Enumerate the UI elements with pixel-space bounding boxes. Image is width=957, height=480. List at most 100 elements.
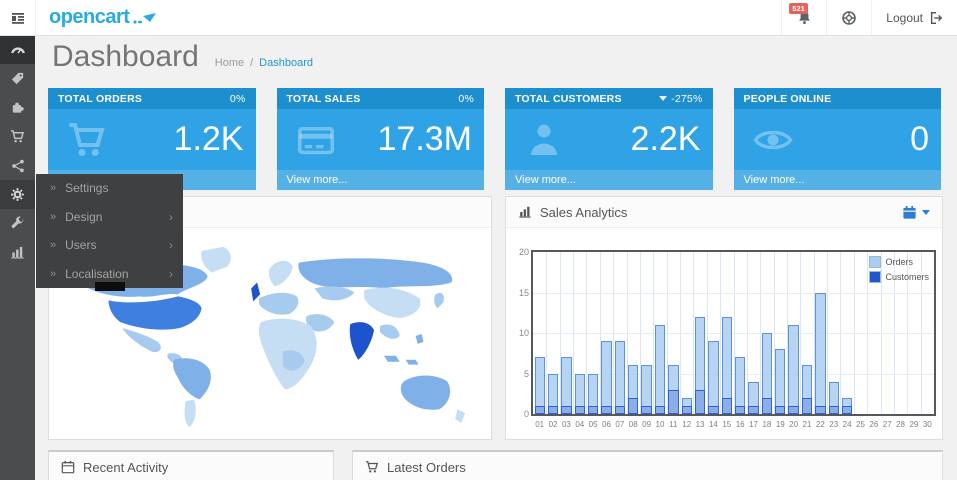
card-header: TOTAL CUSTOMERS -275% — [505, 88, 713, 109]
sign-out-icon — [930, 11, 943, 24]
opencart-logo[interactable]: opencart — [49, 0, 157, 35]
card-delta: 0% — [458, 92, 474, 105]
card-title: TOTAL SALES — [286, 92, 361, 105]
sidebar-item-extensions[interactable] — [0, 93, 35, 122]
menu-item-label: Localisation — [65, 266, 129, 281]
legend-swatch-orders — [869, 256, 882, 268]
card-value: 0 — [910, 120, 929, 158]
latest-orders-header: Latest Orders — [353, 452, 942, 480]
submenu-artifact — [95, 282, 125, 291]
card-value: 2.2K — [630, 120, 701, 158]
card-people-online: PEOPLE ONLINE 0 View more... — [733, 88, 941, 190]
sidebar-item-tools[interactable] — [0, 209, 35, 238]
sidebar-item-system[interactable] — [0, 180, 35, 209]
page-header: Dashboard Home / Dashboard — [52, 40, 313, 74]
card-body: 2.2K — [505, 109, 713, 170]
sidebar-item-reports[interactable] — [0, 238, 35, 267]
menu-item-design[interactable]: » Design › — [36, 203, 183, 232]
menu-item-localisation[interactable]: » Localisation › — [36, 260, 183, 289]
life-ring-icon — [842, 10, 857, 25]
opencart-cart-mark-icon — [133, 12, 157, 24]
calendar-icon — [903, 205, 916, 219]
logo-text: opencart — [49, 6, 130, 28]
share-icon — [11, 159, 24, 172]
chevron-right-icon: › — [169, 266, 173, 281]
menu-item-label: Users — [65, 238, 97, 253]
legend-orders: Orders — [869, 256, 929, 268]
menu-item-settings[interactable]: » Settings — [36, 174, 183, 203]
breadcrumb: Home / Dashboard — [215, 57, 313, 69]
menu-item-label: Design — [65, 209, 103, 224]
gear-icon — [11, 188, 24, 201]
caret-down-icon — [922, 209, 930, 215]
sidebar-toggle-button[interactable] — [0, 0, 36, 35]
card-value: 1.2K — [173, 120, 244, 158]
cart-icon — [69, 122, 105, 156]
legend-customers: Customers — [869, 271, 929, 283]
sidebar-item-dashboard[interactable] — [0, 35, 35, 64]
notification-count-badge: 521 — [789, 3, 808, 14]
indent-menu-icon — [11, 12, 24, 24]
header-actions: 521 Logout — [781, 0, 957, 35]
view-more-link[interactable]: View more... — [276, 170, 484, 190]
sales-analytics-panel: Sales Analytics Orders — [505, 196, 943, 440]
cart-icon — [10, 130, 25, 143]
eye-icon — [752, 130, 793, 149]
dashboard-icon — [10, 46, 25, 53]
angle-double-right-icon: » — [50, 182, 57, 195]
latest-orders-panel: Latest Orders — [352, 450, 943, 480]
recent-activity-panel: Recent Activity — [48, 450, 334, 480]
latest-orders-title: Latest Orders — [387, 459, 466, 475]
cart-icon — [365, 461, 379, 473]
sidebar-item-sales[interactable] — [0, 122, 35, 151]
bar-chart-icon — [519, 206, 531, 218]
sidebar-nav — [0, 35, 35, 480]
card-header: TOTAL SALES 0% — [276, 88, 484, 109]
sidebar-item-marketing[interactable] — [0, 151, 35, 180]
card-value: 17.3M — [377, 120, 473, 158]
person-icon — [531, 124, 557, 155]
calendar-icon — [61, 460, 75, 474]
logout-label: Logout — [886, 10, 923, 25]
puzzle-icon — [12, 102, 24, 113]
notifications-button[interactable]: 521 — [781, 0, 826, 35]
sales-analytics-title: Sales Analytics — [540, 204, 628, 220]
view-more-link[interactable]: View more... — [505, 170, 713, 190]
menu-item-label: Settings — [65, 181, 109, 196]
sales-analytics-header: Sales Analytics — [506, 197, 942, 228]
legend-label: Orders — [885, 257, 913, 267]
caret-down-icon — [659, 96, 668, 101]
view-more-link[interactable]: View more... — [733, 170, 941, 190]
card-total-sales: TOTAL SALES 0% 17.3M View more... — [276, 88, 484, 190]
bar-chart-icon — [11, 246, 24, 259]
tag-icon — [11, 72, 24, 85]
angle-double-right-icon: » — [50, 239, 57, 252]
storefront-button[interactable] — [826, 0, 871, 35]
sidebar-item-catalog[interactable] — [0, 64, 35, 93]
breadcrumb-home: Home — [214, 57, 245, 69]
card-body: 0 — [733, 109, 941, 170]
menu-item-users[interactable]: » Users › — [36, 231, 183, 260]
card-body: 1.2K — [48, 109, 256, 170]
angle-double-right-icon: » — [50, 210, 57, 223]
chevron-right-icon: › — [169, 238, 173, 253]
card-header: PEOPLE ONLINE — [733, 88, 941, 109]
date-range-button[interactable] — [902, 205, 930, 220]
legend-label: Customers — [885, 272, 929, 282]
page-title: Dashboard — [52, 40, 199, 73]
card-body: 17.3M — [276, 109, 484, 170]
card-delta: -275% — [659, 93, 702, 105]
breadcrumb-separator: / — [250, 57, 254, 69]
angle-double-right-icon: » — [50, 267, 57, 280]
logout-button[interactable]: Logout — [871, 0, 957, 35]
card-header: TOTAL ORDERS 0% — [48, 88, 256, 109]
top-header: opencart 521 — [0, 0, 957, 36]
sales-chart: Orders Customers 0 5 10 15 20 01 02 03 04 05 06 07 0… — [506, 228, 942, 439]
breadcrumb-current[interactable]: Dashboard — [259, 57, 313, 69]
card-total-customers: TOTAL CUSTOMERS -275% 2.2K View more... — [505, 88, 713, 190]
wrench-icon — [11, 216, 24, 229]
card-title: TOTAL ORDERS — [58, 92, 143, 105]
credit-card-icon — [297, 126, 334, 154]
card-delta: 0% — [229, 92, 246, 105]
